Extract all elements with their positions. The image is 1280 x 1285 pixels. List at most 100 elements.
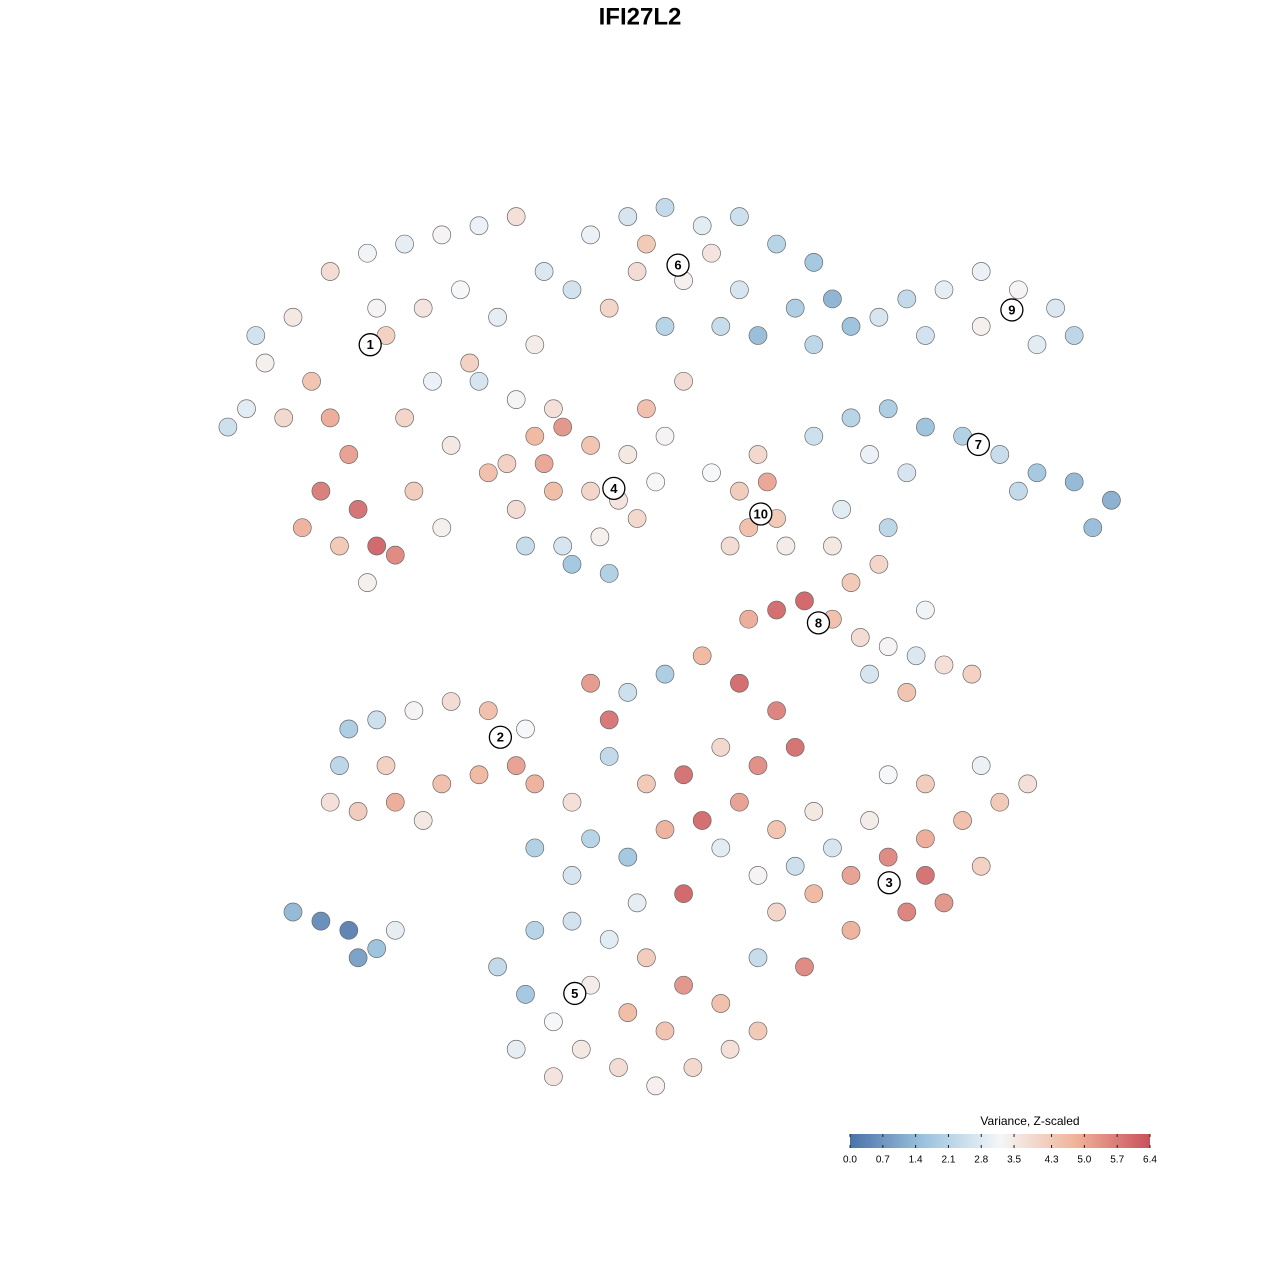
- colorbar-tick-label: 5.7: [1110, 1155, 1124, 1166]
- colorbar-tick-label: 3.5: [1007, 1155, 1021, 1166]
- point: [395, 234, 414, 254]
- point: [478, 463, 498, 483]
- point: [869, 554, 889, 574]
- cluster-label: 10: [754, 506, 768, 521]
- cluster-label: 7: [975, 437, 982, 452]
- point: [804, 335, 824, 355]
- point: [348, 801, 368, 821]
- point: [860, 445, 879, 464]
- point: [990, 445, 1010, 464]
- point: [469, 371, 489, 391]
- point: [655, 664, 675, 684]
- point: [730, 481, 749, 501]
- point: [571, 1039, 591, 1059]
- point: [581, 481, 600, 501]
- point: [367, 710, 387, 730]
- point: [804, 884, 824, 904]
- point: [599, 564, 619, 583]
- point: [581, 225, 600, 245]
- point: [320, 408, 340, 428]
- point: [534, 262, 554, 281]
- point: [916, 600, 935, 620]
- point: [525, 774, 545, 794]
- point: [674, 371, 693, 391]
- point: [637, 774, 656, 794]
- point: [544, 481, 563, 501]
- cluster-marker: [966, 432, 991, 457]
- point: [525, 426, 545, 446]
- point: [683, 1058, 703, 1077]
- point: [618, 847, 638, 867]
- point: [971, 262, 991, 281]
- point: [1046, 298, 1065, 318]
- colorbar-tick-label: 5.0: [1077, 1155, 1091, 1166]
- point: [311, 911, 331, 931]
- point: [823, 536, 842, 556]
- point: [692, 646, 712, 666]
- point: [730, 207, 749, 226]
- point: [637, 399, 656, 419]
- point: [934, 655, 954, 675]
- point: [916, 829, 935, 849]
- point: [451, 280, 470, 300]
- points: [218, 198, 1121, 1096]
- cluster-label: 5: [571, 986, 578, 1001]
- point: [841, 408, 861, 428]
- point: [627, 262, 647, 281]
- point: [1027, 463, 1047, 483]
- point: [711, 994, 731, 1013]
- cluster-label: 9: [1008, 302, 1015, 317]
- cluster-marker: [806, 611, 831, 635]
- point: [720, 536, 740, 556]
- point: [404, 481, 424, 501]
- point: [506, 207, 526, 226]
- point: [562, 554, 582, 574]
- point: [674, 765, 693, 785]
- point: [516, 984, 535, 1004]
- point: [767, 600, 786, 620]
- point: [395, 408, 414, 428]
- point: [795, 957, 814, 977]
- point: [878, 765, 898, 785]
- point: [1027, 335, 1047, 355]
- point: [590, 527, 610, 547]
- point: [339, 719, 359, 739]
- cluster-marker: [488, 725, 513, 749]
- point: [739, 518, 759, 538]
- point: [292, 518, 312, 538]
- point: [423, 371, 442, 391]
- point: [432, 518, 452, 538]
- point: [302, 371, 321, 391]
- point: [618, 683, 638, 702]
- point: [320, 792, 340, 812]
- point: [869, 307, 889, 327]
- point: [804, 253, 824, 272]
- point: [841, 573, 861, 592]
- point: [850, 628, 870, 647]
- point: [1083, 518, 1103, 538]
- cluster-labels: 1 2 3 4 5 6 7 8 9 10: [358, 253, 1024, 1006]
- point: [441, 692, 461, 711]
- point: [581, 436, 600, 455]
- point: [274, 408, 294, 428]
- point: [469, 765, 489, 785]
- point: [1064, 472, 1084, 492]
- colorbar-tick-label: 2.8: [974, 1155, 988, 1166]
- colorbar-tick-label: 2.1: [941, 1155, 955, 1166]
- point: [897, 289, 917, 309]
- point: [413, 811, 433, 830]
- point: [748, 756, 768, 775]
- colorbar-tick-label: 0.7: [876, 1155, 890, 1166]
- point: [460, 353, 480, 373]
- point: [934, 893, 954, 913]
- point: [916, 417, 935, 437]
- point: [637, 234, 656, 254]
- point: [711, 317, 731, 336]
- point: [646, 1076, 666, 1096]
- point: [702, 463, 721, 483]
- cluster-marker: [358, 333, 382, 357]
- colorbar-tick-label: 4.3: [1045, 1155, 1059, 1166]
- point: [748, 445, 768, 464]
- point: [1064, 326, 1084, 345]
